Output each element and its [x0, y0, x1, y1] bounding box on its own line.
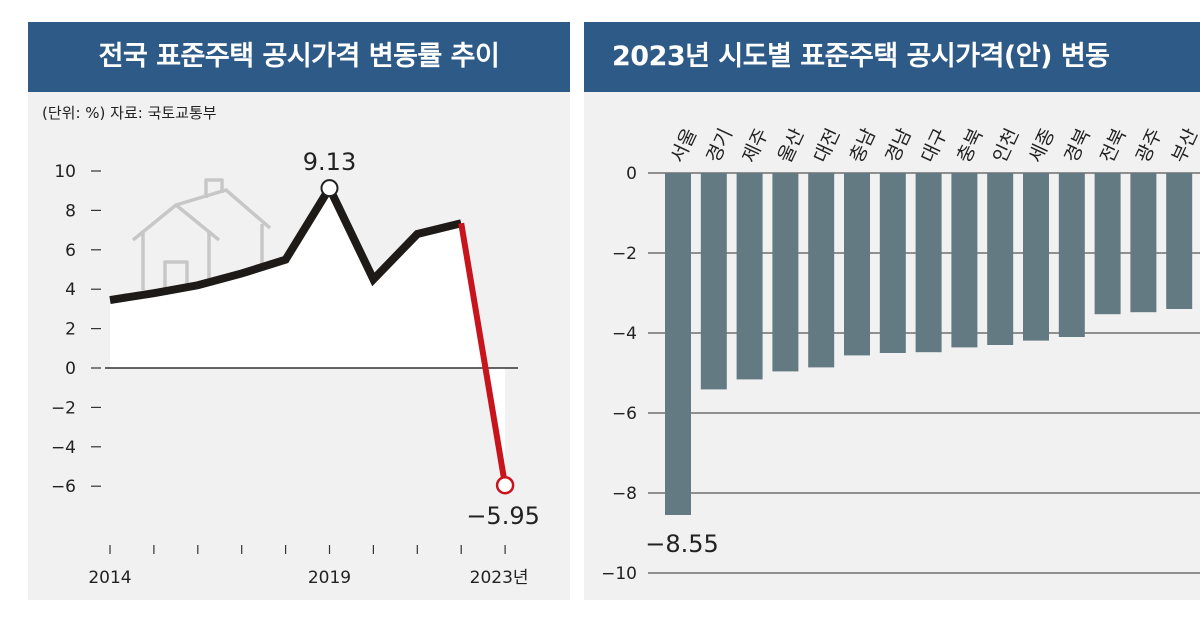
- peak-marker: [320, 179, 339, 198]
- left-chart-title: 전국 표준주택 공시가격 변동률 추이: [28, 22, 570, 92]
- bar: [1130, 173, 1157, 313]
- line-area-fill: [110, 188, 506, 486]
- house-icon-roof-left: [131, 203, 221, 242]
- bar: [1058, 173, 1085, 337]
- category-label: 세종: [1025, 125, 1060, 166]
- bar-value-label: −8.55: [645, 530, 719, 558]
- series-line: [109, 179, 463, 304]
- x-tick-label: 2023년: [470, 568, 529, 588]
- y-tick-label: 4: [65, 280, 76, 300]
- category-label: 인천: [989, 125, 1024, 166]
- right-chart-title: 2023년 시도별 표준주택 공시가격(안) 변동: [584, 22, 1200, 92]
- category-label: 경남: [881, 125, 916, 166]
- bar: [987, 173, 1014, 345]
- y-tick-label: −6: [612, 404, 637, 424]
- bar: [1094, 173, 1121, 315]
- y-tick-label: −4: [612, 324, 637, 344]
- y-tick-label: −2: [51, 398, 76, 418]
- y-tick-label: 0: [626, 164, 637, 184]
- y-tick-label: −6: [51, 477, 76, 497]
- category-label: 대구: [917, 125, 952, 166]
- category-label: 울산: [774, 125, 809, 166]
- series-line-drop: [458, 222, 509, 486]
- bar: [808, 173, 835, 368]
- category-label: 경북: [1060, 125, 1095, 166]
- bar: [1166, 173, 1193, 309]
- bar: [844, 173, 870, 356]
- house-icon-roof-right: [175, 188, 272, 230]
- x-tick-label: 2014: [88, 568, 131, 588]
- category-label: 충남: [846, 125, 881, 166]
- last-marker: [495, 475, 515, 495]
- category-label: 전북: [1096, 125, 1131, 166]
- y-tick-label: −10: [601, 564, 637, 584]
- y-tick-label: 8: [65, 201, 76, 221]
- bar: [915, 173, 942, 353]
- x-tick-label: 2019: [308, 568, 351, 588]
- y-tick-label: −4: [51, 438, 76, 458]
- category-label: 부산: [1168, 125, 1200, 166]
- category-label: 제주: [738, 125, 773, 166]
- y-tick-label: −2: [612, 244, 637, 264]
- house-icon-chimney: [204, 178, 224, 198]
- bar: [665, 173, 691, 515]
- y-tick-label: 0: [65, 359, 76, 379]
- y-tick-label: 6: [65, 241, 76, 261]
- category-label: 대전: [810, 125, 845, 166]
- unit-source-note: (단위: %) 자료: 국토교통부: [42, 104, 217, 122]
- bar: [736, 173, 763, 380]
- y-tick-label: 2: [65, 320, 76, 340]
- bar: [700, 173, 727, 390]
- y-tick-label: 10: [54, 162, 76, 182]
- bar: [951, 173, 978, 348]
- last-value-label: −5.95: [466, 502, 540, 530]
- bar: [772, 173, 799, 372]
- y-tick-label: −8: [612, 484, 637, 504]
- category-label: 충북: [953, 125, 988, 166]
- category-label: 경기: [702, 125, 737, 166]
- category-label: 광주: [1132, 125, 1167, 166]
- house-icon-door: [163, 260, 189, 290]
- peak-value-label: 9.13: [303, 148, 356, 176]
- bar: [1023, 173, 1049, 341]
- category-label: 서울: [667, 125, 702, 166]
- bar: [879, 173, 906, 353]
